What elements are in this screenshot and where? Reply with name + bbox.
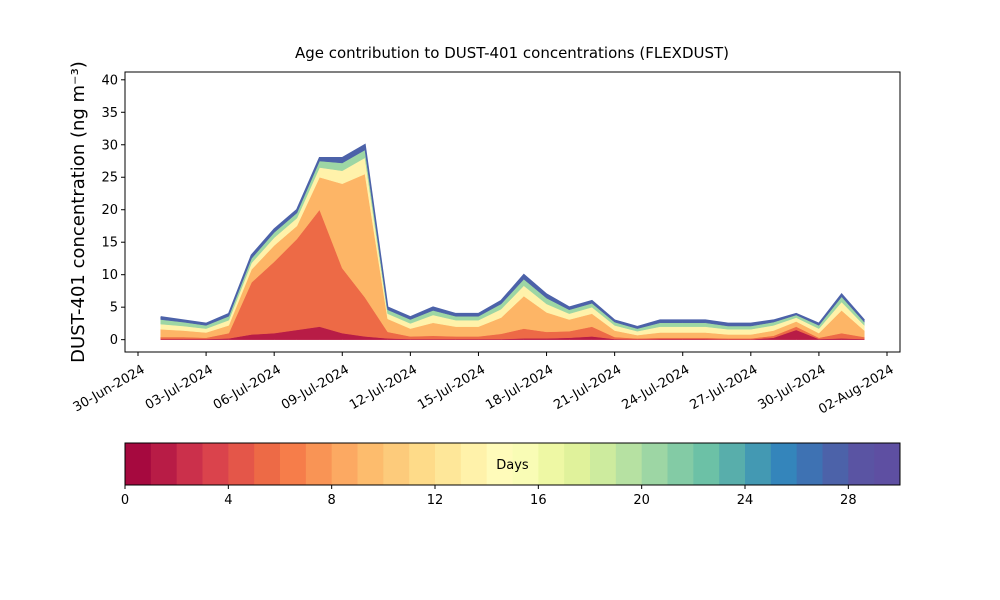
colorbar-bin	[512, 443, 539, 485]
x-tick-label: 18-Jul-2024	[483, 362, 556, 413]
x-tick-label: 12-Jul-2024	[347, 362, 420, 413]
colorbar-tick-label: 0	[121, 493, 129, 508]
x-tick-label: 24-Jul-2024	[619, 362, 692, 413]
colorbar-bin	[590, 443, 617, 485]
colorbar-bin	[667, 443, 694, 485]
y-tick-label: 5	[110, 301, 118, 316]
colorbar-bin	[305, 443, 333, 485]
colorbar-bin	[357, 443, 384, 485]
x-tick-label: 30-Jun-2024	[71, 362, 148, 415]
colorbar-bin	[280, 443, 307, 485]
colorbar-bin	[331, 443, 358, 485]
colorbar-bin	[770, 443, 798, 485]
plot-frame	[124, 71, 901, 353]
x-tick-label: 06-Jul-2024	[211, 362, 284, 413]
top-line	[160, 143, 865, 328]
colorbar-bin	[538, 443, 565, 485]
colorbar-label: Days	[496, 458, 529, 473]
colorbar-tick-label: 12	[427, 493, 444, 508]
y-tick-label: 15	[101, 236, 118, 251]
colorbar-bin	[641, 443, 668, 485]
colorbar-bin	[150, 443, 178, 485]
colorbar-bin	[874, 443, 901, 485]
y-tick-label: 40	[101, 73, 118, 88]
x-tick-label: 15-Jul-2024	[415, 362, 488, 413]
y-tick-label: 30	[101, 138, 118, 153]
colorbar-tick-label: 24	[737, 493, 754, 508]
colorbar-bin	[693, 443, 720, 485]
x-tick-label: 03-Jul-2024	[143, 362, 216, 413]
colorbar-tick-label: 4	[224, 493, 232, 508]
colorbar-bin	[745, 443, 772, 485]
colorbar-tick-label: 20	[633, 493, 650, 508]
y-axis-label: DUST-401 concentration (ng m⁻³)	[68, 61, 89, 363]
y-tick-label: 10	[101, 268, 118, 283]
x-tick-label: 27-Jul-2024	[688, 362, 761, 413]
colorbar-tick-label: 28	[840, 493, 857, 508]
colorbar-bin	[202, 443, 229, 485]
x-tick-label: 02-Aug-2024	[816, 362, 896, 417]
colorbar-bin	[409, 443, 436, 485]
colorbar-bin	[125, 443, 152, 485]
chart-title: Age contribution to DUST-401 concentrati…	[295, 44, 729, 62]
x-tick-label: 09-Jul-2024	[279, 362, 352, 413]
colorbar-frame	[124, 442, 901, 486]
colorbar-bin	[615, 443, 643, 485]
y-tick-label: 0	[110, 333, 118, 348]
y-tick-label: 20	[101, 203, 118, 218]
colorbar-bin	[254, 443, 281, 485]
colorbar-bin	[176, 443, 203, 485]
colorbar-tick-label: 8	[328, 493, 336, 508]
x-tick-label: 21-Jul-2024	[551, 362, 624, 413]
colorbar-bin	[848, 443, 875, 485]
colorbar-bin	[486, 443, 513, 485]
colorbar-bin	[796, 443, 823, 485]
colorbar-bin	[719, 443, 746, 485]
colorbar-bin	[228, 443, 255, 485]
colorbar-bin	[435, 443, 462, 485]
y-tick-label: 25	[101, 171, 118, 186]
y-tick-label: 35	[101, 106, 118, 121]
colorbar-bin	[564, 443, 591, 485]
colorbar-tick-label: 16	[530, 493, 547, 508]
colorbar-bin	[460, 443, 488, 485]
colorbar-bin	[822, 443, 849, 485]
colorbar-bin	[383, 443, 410, 485]
